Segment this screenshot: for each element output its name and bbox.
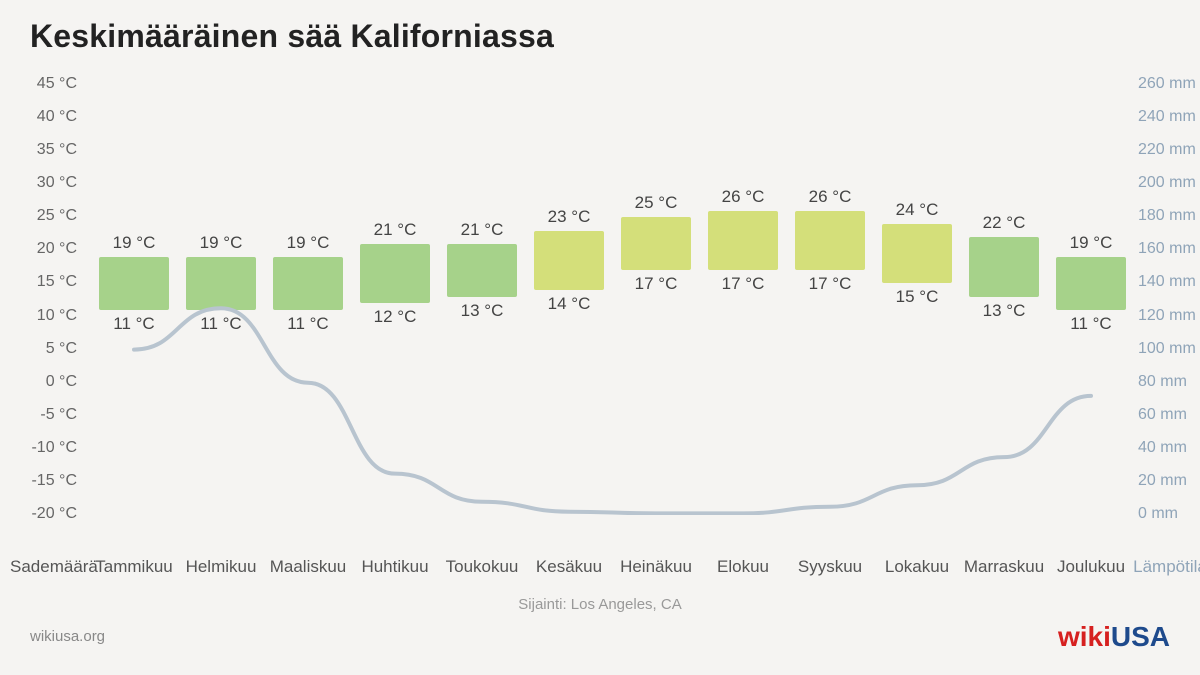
y-right-tick: 260 mm	[1138, 75, 1196, 93]
temp-high-label: 19 °C	[268, 233, 348, 253]
temp-bar	[969, 237, 1039, 297]
temp-high-label: 25 °C	[616, 193, 696, 213]
temp-high-label: 24 °C	[877, 200, 957, 220]
month-label: Marraskuu	[959, 557, 1049, 577]
temp-low-label: 11 °C	[94, 314, 174, 334]
temp-low-label: 15 °C	[877, 287, 957, 307]
y-left-tick: 40 °C	[37, 108, 77, 126]
y-left-tick: 25 °C	[37, 207, 77, 225]
left-axis-name: Sademäärä	[10, 557, 90, 577]
y-right-tick: 180 mm	[1138, 207, 1196, 225]
temp-low-label: 17 °C	[790, 274, 870, 294]
month-label: Helmikuu	[176, 557, 266, 577]
month-label: Tammikuu	[89, 557, 179, 577]
y-right-tick: 160 mm	[1138, 240, 1196, 258]
temp-bar	[1056, 257, 1126, 310]
y-left-tick: 0 °C	[46, 373, 77, 391]
chart-title: Keskimääräinen sää Kaliforniassa	[30, 18, 554, 55]
y-right-tick: 100 mm	[1138, 340, 1196, 358]
temp-bar	[534, 231, 604, 291]
temp-high-label: 19 °C	[1051, 233, 1131, 253]
month-label: Syyskuu	[785, 557, 875, 577]
temp-bar	[882, 224, 952, 284]
logo-wiki-text: wiki	[1058, 621, 1111, 652]
temp-high-label: 21 °C	[442, 220, 522, 240]
temp-bar	[447, 244, 517, 297]
y-right-tick: 140 mm	[1138, 273, 1196, 291]
temp-high-label: 19 °C	[181, 233, 261, 253]
temp-low-label: 11 °C	[1051, 314, 1131, 334]
y-left-tick: -10 °C	[31, 439, 77, 457]
y-right-tick: 0 mm	[1138, 505, 1178, 523]
temp-high-label: 26 °C	[703, 187, 783, 207]
temp-bar	[99, 257, 169, 310]
month-label: Joulukuu	[1046, 557, 1136, 577]
month-label: Toukokuu	[437, 557, 527, 577]
temp-high-label: 23 °C	[529, 207, 609, 227]
y-left-tick: 35 °C	[37, 141, 77, 159]
month-label: Heinäkuu	[611, 557, 701, 577]
temp-low-label: 13 °C	[442, 301, 522, 321]
y-right-tick: 60 mm	[1138, 406, 1187, 424]
temp-bar	[186, 257, 256, 310]
logo-usa-text: USA	[1111, 621, 1170, 652]
wikiusa-logo: wikiUSA	[1058, 621, 1170, 653]
temp-bar	[273, 257, 343, 310]
y-right-tick: 240 mm	[1138, 108, 1196, 126]
temp-low-label: 12 °C	[355, 307, 435, 327]
y-left-tick: -20 °C	[31, 505, 77, 523]
month-label: Kesäkuu	[524, 557, 614, 577]
temp-bar	[621, 217, 691, 270]
y-left-tick: 30 °C	[37, 174, 77, 192]
y-left-tick: 20 °C	[37, 240, 77, 258]
y-right-tick: 40 mm	[1138, 439, 1187, 457]
y-right-tick: 80 mm	[1138, 373, 1187, 391]
y-right-tick: 220 mm	[1138, 141, 1196, 159]
y-left-tick: -5 °C	[40, 406, 77, 424]
month-label: Elokuu	[698, 557, 788, 577]
temp-low-label: 14 °C	[529, 294, 609, 314]
temp-high-label: 26 °C	[790, 187, 870, 207]
location-caption: Sijainti: Los Angeles, CA	[0, 596, 1200, 613]
y-left-tick: 10 °C	[37, 307, 77, 325]
y-left-tick: 45 °C	[37, 75, 77, 93]
temp-low-label: 17 °C	[616, 274, 696, 294]
temp-low-label: 17 °C	[703, 274, 783, 294]
month-label: Huhtikuu	[350, 557, 440, 577]
y-left-tick: -15 °C	[31, 472, 77, 490]
temp-low-label: 11 °C	[268, 314, 348, 334]
month-label: Maaliskuu	[263, 557, 353, 577]
temp-bar	[795, 211, 865, 271]
temp-high-label: 21 °C	[355, 220, 435, 240]
temp-low-label: 11 °C	[181, 314, 261, 334]
y-right-tick: 200 mm	[1138, 174, 1196, 192]
site-credit: wikiusa.org	[30, 628, 105, 645]
y-right-tick: 120 mm	[1138, 307, 1196, 325]
temp-bar	[708, 211, 778, 271]
temp-bar	[360, 244, 430, 304]
temp-high-label: 22 °C	[964, 213, 1044, 233]
y-left-tick: 15 °C	[37, 273, 77, 291]
y-right-tick: 20 mm	[1138, 472, 1187, 490]
y-left-tick: 5 °C	[46, 340, 77, 358]
temp-high-label: 19 °C	[94, 233, 174, 253]
right-axis-name: Lämpötila	[1125, 557, 1200, 577]
chart-plot-area: 19 °C 11 °C 19 °C 11 °C 19 °C 11 °C 21 °C 12 °C…	[85, 85, 1130, 515]
month-label: Lokakuu	[872, 557, 962, 577]
temp-low-label: 13 °C	[964, 301, 1044, 321]
